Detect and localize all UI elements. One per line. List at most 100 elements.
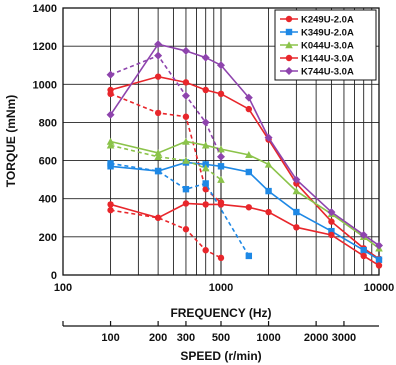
x-tick-label: 10000	[364, 282, 395, 294]
data-point	[154, 73, 162, 80]
data-point	[265, 187, 272, 195]
data-point	[285, 41, 293, 49]
data-point	[293, 208, 300, 216]
data-point	[359, 230, 368, 239]
series-line-solid	[110, 75, 380, 260]
speed-axis-title: SPEED (r/min)	[180, 349, 261, 363]
data-point	[375, 262, 383, 269]
speed-tick-label: 2000	[304, 332, 328, 344]
data-point	[106, 110, 115, 119]
data-point	[328, 231, 335, 239]
series-layer	[106, 40, 383, 269]
data-point	[202, 180, 209, 187]
series-line-solid	[110, 161, 380, 261]
data-point	[360, 247, 367, 254]
data-point	[285, 15, 293, 23]
data-point	[182, 156, 190, 164]
data-point	[201, 53, 210, 62]
plot-frame	[62, 7, 380, 276]
speed-axis: 100 200 300 500 1000 2000 3000	[62, 321, 379, 344]
series-k744u-3.0a	[106, 40, 383, 250]
speed-tick-label: 300	[177, 332, 195, 344]
y-tick-label: 200	[39, 232, 57, 244]
y-tick-label: 800	[39, 117, 57, 129]
data-point	[154, 152, 162, 160]
legend: K249U-2.0A K349U-2.0A K044U-3.0A K144U-3.0A…	[274, 9, 377, 81]
x-axis-title: FREQUENCY (Hz)	[170, 306, 271, 320]
data-point	[327, 208, 336, 217]
legend-label: K249U-2.0A	[301, 15, 354, 26]
data-point	[202, 161, 209, 168]
data-point	[217, 254, 225, 262]
data-point	[154, 109, 162, 117]
data-point	[154, 214, 162, 221]
y-axis-title: TORQUE (mNm)	[4, 95, 18, 187]
x-tick-label: 100	[54, 282, 72, 294]
y-tick-label: 1400	[33, 3, 57, 15]
data-point	[154, 51, 163, 60]
data-point	[181, 91, 190, 100]
data-point	[245, 105, 253, 113]
data-point	[245, 168, 253, 176]
legend-label: K144U-3.0A	[301, 54, 354, 65]
data-point	[292, 187, 301, 195]
x-axis-ticks: 100 1000 10000	[54, 282, 394, 294]
y-tick-label: 400	[39, 194, 57, 206]
data-point	[106, 137, 115, 145]
data-point	[182, 185, 190, 193]
data-point	[293, 224, 300, 231]
data-point	[245, 204, 253, 211]
series-k349u-2.0a	[107, 159, 383, 263]
data-point	[375, 256, 383, 263]
data-point	[201, 164, 210, 172]
x-tick-label: 1000	[209, 282, 233, 294]
series-line-dashed	[110, 54, 222, 158]
data-point	[182, 113, 190, 120]
legend-label: K349U-2.0A	[301, 28, 354, 39]
data-point	[245, 151, 253, 159]
data-point	[181, 46, 190, 55]
data-point	[265, 208, 272, 216]
data-point	[264, 133, 273, 142]
data-point	[202, 201, 209, 208]
series-k249u-2.0a	[107, 73, 383, 262]
speed-tick-label: 100	[101, 332, 119, 344]
data-point	[328, 218, 335, 225]
data-point	[217, 175, 225, 183]
data-point	[202, 247, 209, 254]
legend-label: K044U-3.0A	[301, 41, 354, 52]
data-point	[182, 226, 190, 233]
data-point	[217, 163, 225, 170]
data-point	[154, 167, 162, 175]
speed-tick-label: 1000	[256, 332, 280, 344]
data-point	[182, 137, 190, 145]
data-point	[375, 241, 383, 250]
data-point	[107, 160, 114, 167]
data-point	[360, 252, 367, 260]
data-point	[217, 152, 225, 161]
data-point	[107, 201, 114, 208]
data-point	[217, 90, 225, 98]
y-tick-label: 0	[51, 270, 57, 282]
data-point	[201, 118, 210, 127]
series-line-solid	[110, 202, 380, 267]
y-tick-label: 1200	[33, 41, 57, 53]
data-point	[182, 79, 190, 86]
y-tick-label: 600	[39, 156, 57, 168]
data-point	[285, 28, 293, 36]
legend-label: K744U-3.0A	[301, 67, 354, 78]
data-point	[285, 54, 293, 62]
data-point	[264, 160, 273, 168]
data-point	[106, 141, 115, 149]
data-point	[107, 90, 114, 98]
series-line-solid	[110, 140, 380, 249]
data-point	[328, 227, 335, 235]
data-point	[217, 201, 225, 208]
y-tick-label: 1000	[33, 79, 57, 91]
data-point	[106, 70, 115, 79]
data-point	[201, 141, 210, 149]
y-axis-ticks: 0 200 400 600 800 1000 1200 1400	[33, 3, 57, 282]
data-point	[244, 93, 253, 102]
data-point	[154, 40, 163, 49]
data-point	[285, 67, 293, 75]
